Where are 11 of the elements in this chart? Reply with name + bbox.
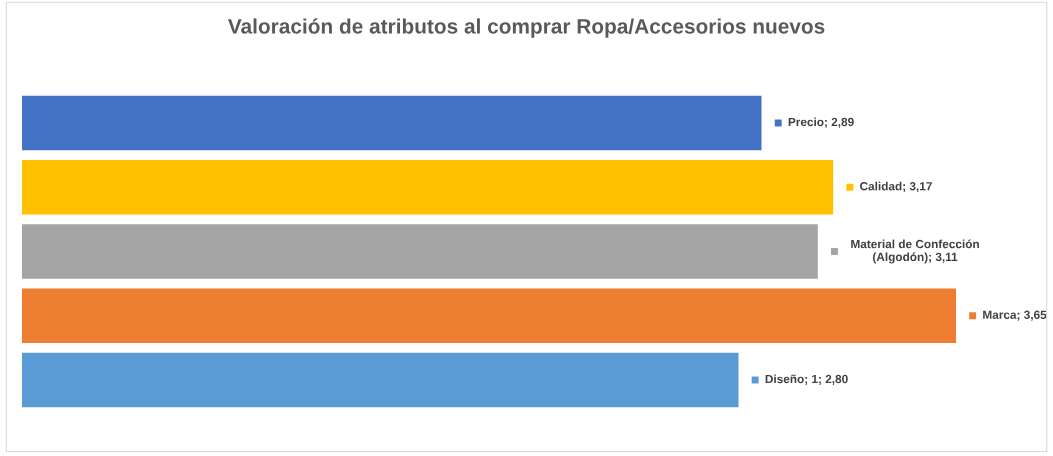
bar: [22, 159, 834, 215]
data-label: Calidad; 3,17: [860, 181, 932, 193]
data-label: Material de Confección (Algodón); 3,11: [851, 239, 979, 264]
data-label: Diseño; 1; 2,80: [765, 374, 848, 385]
data-label: Precio; 2,89: [788, 117, 854, 128]
bar: [22, 352, 739, 408]
data-label: Marca; 3,65: [983, 310, 1047, 321]
bar: [22, 224, 818, 279]
bar: [22, 95, 762, 151]
bar: [22, 288, 956, 344]
chart-title: Valoración de atributos al comprar Ropa/Accesorios nuevos: [227, 18, 825, 38]
